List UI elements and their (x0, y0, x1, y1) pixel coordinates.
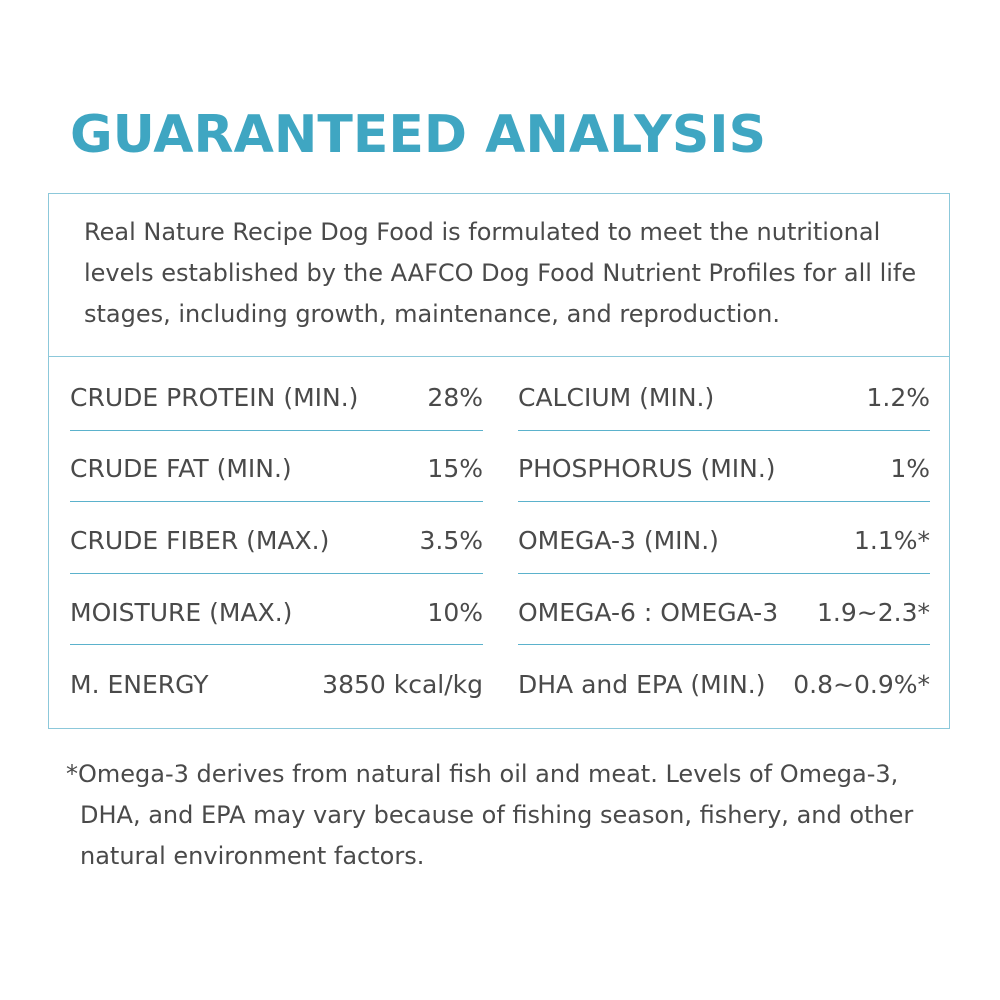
intro-text: Real Nature Recipe Dog Food is formulate… (84, 218, 917, 328)
analysis-row: PHOSPHORUS (MIN.) 1% (518, 431, 930, 503)
row-label: PHOSPHORUS (MIN.) (518, 454, 776, 484)
row-value: 10% (427, 597, 483, 627)
left-column: CRUDE PROTEIN (MIN.) 28% CRUDE FAT (MIN.… (70, 359, 483, 717)
row-label: M. ENERGY (70, 669, 209, 699)
analysis-row: OMEGA-3 (MIN.) 1.1%* (518, 502, 930, 574)
row-value: 1.9~2.3* (817, 597, 930, 627)
row-label: MOISTURE (MAX.) (70, 597, 293, 627)
box-divider (49, 356, 949, 357)
row-label: CRUDE PROTEIN (MIN.) (70, 382, 359, 412)
analysis-row: M. ENERGY 3850 kcal/kg (70, 645, 483, 717)
footnote: *Omega-3 derives from natural fish oil a… (66, 760, 914, 870)
row-value: 1.2% (866, 382, 930, 412)
row-value: 3.5% (419, 525, 483, 555)
analysis-row: CRUDE PROTEIN (MIN.) 28% (70, 359, 483, 431)
row-label: CALCIUM (MIN.) (518, 382, 715, 412)
row-value: 15% (427, 454, 483, 484)
row-label: OMEGA-6 : OMEGA-3 (518, 597, 779, 627)
analysis-row: DHA and EPA (MIN.) 0.8~0.9%* (518, 645, 930, 717)
row-value: 0.8~0.9%* (793, 669, 930, 699)
row-value: 3850 kcal/kg (322, 669, 483, 699)
row-label: OMEGA-3 (MIN.) (518, 525, 719, 555)
analysis-row: CRUDE FIBER (MAX.) 3.5% (70, 502, 483, 574)
row-value: 1.1%* (853, 525, 930, 555)
row-label: CRUDE FAT (MIN.) (70, 454, 292, 484)
row-label: CRUDE FIBER (MAX.) (70, 525, 330, 555)
row-label: DHA and EPA (MIN.) (518, 669, 766, 699)
row-value: 28% (427, 382, 483, 412)
row-value: 1% (890, 454, 930, 484)
analysis-row: OMEGA-6 : OMEGA-3 1.9~2.3* (518, 574, 930, 646)
analysis-row: MOISTURE (MAX.) 10% (70, 574, 483, 646)
analysis-box: Real Nature Recipe Dog Food is formulate… (48, 193, 950, 729)
analysis-row: CRUDE FAT (MIN.) 15% (70, 431, 483, 503)
page-title: GUARANTEED ANALYSIS (70, 105, 767, 165)
analysis-row: CALCIUM (MIN.) 1.2% (518, 359, 930, 431)
right-column: CALCIUM (MIN.) 1.2% PHOSPHORUS (MIN.) 1%… (518, 359, 930, 717)
